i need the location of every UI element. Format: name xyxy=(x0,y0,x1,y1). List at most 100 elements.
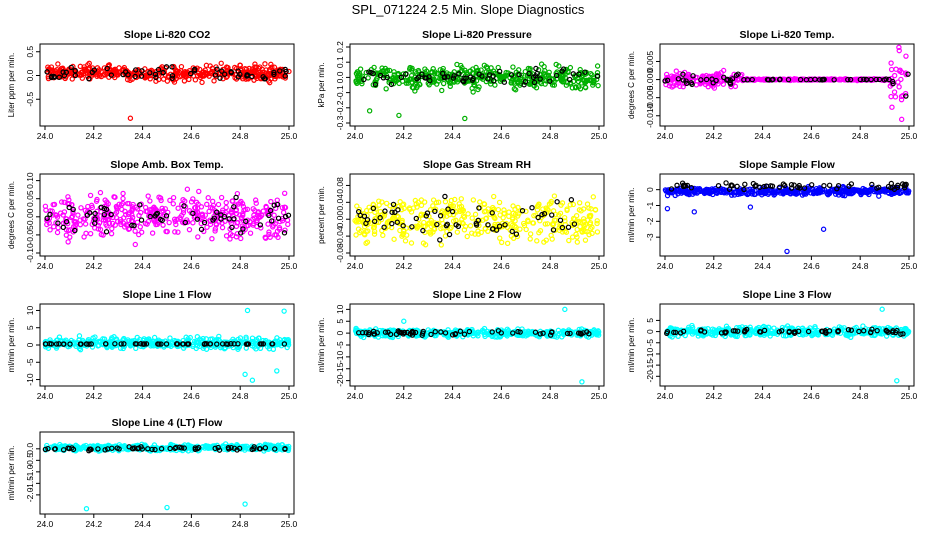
data-point xyxy=(765,191,771,197)
data-point xyxy=(408,72,415,79)
data-point xyxy=(812,76,818,83)
data-point xyxy=(541,63,547,70)
plot-frame xyxy=(349,43,605,127)
data-point xyxy=(542,221,549,227)
x-tick-label: 24.4 xyxy=(444,261,461,271)
data-point xyxy=(63,216,69,222)
data-point xyxy=(713,189,719,196)
data-point xyxy=(594,218,600,224)
plot-frame xyxy=(39,43,295,127)
data-point xyxy=(185,336,191,342)
data-point xyxy=(688,80,695,86)
data-point xyxy=(395,207,401,213)
data-point xyxy=(446,231,453,238)
data-point xyxy=(690,73,696,79)
data-point xyxy=(501,207,507,213)
data-point xyxy=(899,181,906,187)
data-point xyxy=(172,229,178,235)
data-point xyxy=(537,331,543,337)
data-point xyxy=(527,73,533,80)
data-point xyxy=(685,189,691,195)
data-point xyxy=(417,81,423,88)
data-point xyxy=(143,341,150,347)
data-point xyxy=(445,206,451,212)
data-point xyxy=(533,85,540,91)
data-point xyxy=(125,337,131,343)
data-point xyxy=(681,189,688,195)
data-point xyxy=(821,76,827,83)
data-point xyxy=(676,189,683,195)
data-point xyxy=(170,201,176,207)
data-point xyxy=(554,199,560,205)
data-point xyxy=(87,210,93,216)
data-point xyxy=(226,216,232,222)
data-point xyxy=(238,235,244,242)
data-point xyxy=(221,213,228,220)
data-point xyxy=(155,66,162,73)
data-point xyxy=(384,74,390,81)
data-point xyxy=(134,219,141,225)
data-point xyxy=(206,208,212,215)
data-point xyxy=(223,199,229,206)
data-point xyxy=(594,229,601,235)
data-point xyxy=(797,76,804,83)
data-point xyxy=(558,202,564,208)
y-tick-label: -20 xyxy=(645,370,655,383)
data-point xyxy=(432,69,438,75)
data-point xyxy=(124,200,131,207)
outlier-point xyxy=(820,226,827,232)
data-point xyxy=(673,68,679,74)
data-point xyxy=(788,181,795,188)
data-point xyxy=(595,82,601,89)
data-point xyxy=(759,76,766,83)
y-axis-label: percent per min. xyxy=(317,186,326,244)
data-point xyxy=(277,68,283,74)
data-point xyxy=(138,341,144,347)
data-point xyxy=(845,327,852,333)
data-point xyxy=(87,230,94,237)
x-tick-label: 24.4 xyxy=(444,131,461,141)
data-point xyxy=(508,233,515,239)
data-point xyxy=(415,199,421,205)
data-point xyxy=(577,330,583,337)
data-point xyxy=(60,341,67,347)
data-point xyxy=(281,204,288,210)
data-point xyxy=(363,329,369,336)
data-point xyxy=(868,76,874,83)
data-point xyxy=(83,341,90,347)
x-tick-label: 24.0 xyxy=(347,391,364,401)
data-point xyxy=(175,205,181,211)
data-point xyxy=(86,75,92,82)
data-point xyxy=(373,70,379,76)
data-point xyxy=(489,329,495,335)
data-point xyxy=(125,226,132,232)
data-point xyxy=(190,196,196,202)
data-point xyxy=(392,209,398,215)
data-point xyxy=(889,104,895,110)
outlier-point xyxy=(242,371,248,378)
data-point xyxy=(212,72,219,78)
data-point xyxy=(124,76,131,83)
data-point xyxy=(235,219,241,226)
data-point xyxy=(594,70,601,76)
data-point xyxy=(355,74,362,81)
data-point xyxy=(422,75,428,81)
data-point xyxy=(261,76,268,82)
x-tick-label: 24.0 xyxy=(347,261,364,271)
data-point xyxy=(890,80,896,87)
data-point xyxy=(550,227,557,233)
data-point xyxy=(55,225,61,231)
data-point xyxy=(540,330,546,336)
data-point xyxy=(786,328,793,335)
data-point xyxy=(576,207,583,213)
data-point xyxy=(876,76,883,83)
data-point xyxy=(903,181,909,188)
data-point xyxy=(253,200,259,206)
data-point xyxy=(723,323,730,329)
data-point xyxy=(355,77,362,83)
data-point xyxy=(263,235,269,241)
x-tick-label: 24.6 xyxy=(803,391,820,401)
data-point xyxy=(490,332,496,338)
data-point xyxy=(239,223,245,229)
